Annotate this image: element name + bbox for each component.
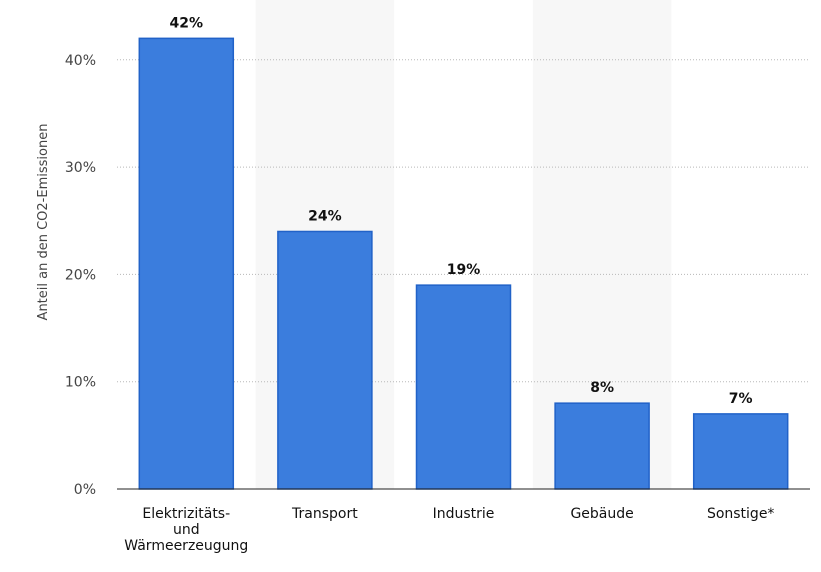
data-label: 7%: [729, 391, 753, 407]
data-label: 24%: [308, 208, 342, 224]
x-tick-label-line: Transport: [291, 506, 358, 522]
x-tick-label: Sonstige*: [707, 506, 775, 522]
bar: [554, 402, 650, 490]
data-label: 42%: [170, 15, 204, 31]
data-labels: 42% 24% 19% 8% 7%: [170, 15, 753, 407]
bar: [277, 230, 373, 490]
bars: [138, 37, 789, 490]
bar: [415, 284, 512, 490]
x-tick-label-line: Elektrizitäts-: [142, 506, 230, 522]
bar: [692, 413, 789, 490]
x-axis-categories: Elektrizitäts-und Wärmeerzeugung Transport…: [124, 506, 774, 554]
y-tick-label: 0%: [74, 482, 96, 498]
y-tick-label: 40%: [65, 53, 96, 69]
x-tick-label: Transport: [291, 506, 358, 522]
y-tick-label: 30%: [65, 160, 96, 176]
bar: [138, 37, 235, 490]
x-tick-label-line: Industrie: [433, 506, 495, 522]
x-tick-label-line: und: [173, 522, 200, 538]
data-label: 19%: [447, 262, 481, 278]
x-tick-label: Gebäude: [570, 506, 633, 522]
y-axis-title: Anteil an den CO2-Emissionen: [36, 124, 51, 321]
x-tick-label: Industrie: [433, 506, 495, 522]
y-tick-label: 10%: [65, 375, 96, 391]
y-axis-ticks: 0% 10% 20% 30% 40%: [65, 53, 96, 498]
x-tick-label-line: Wärmeerzeugung: [124, 538, 248, 554]
x-tick-label-line: Sonstige*: [707, 506, 775, 522]
y-tick-label: 20%: [65, 267, 96, 283]
data-label: 8%: [590, 380, 614, 396]
x-tick-label: Elektrizitäts-und Wärmeerzeugung: [124, 506, 248, 554]
x-tick-label-line: Gebäude: [570, 506, 633, 522]
